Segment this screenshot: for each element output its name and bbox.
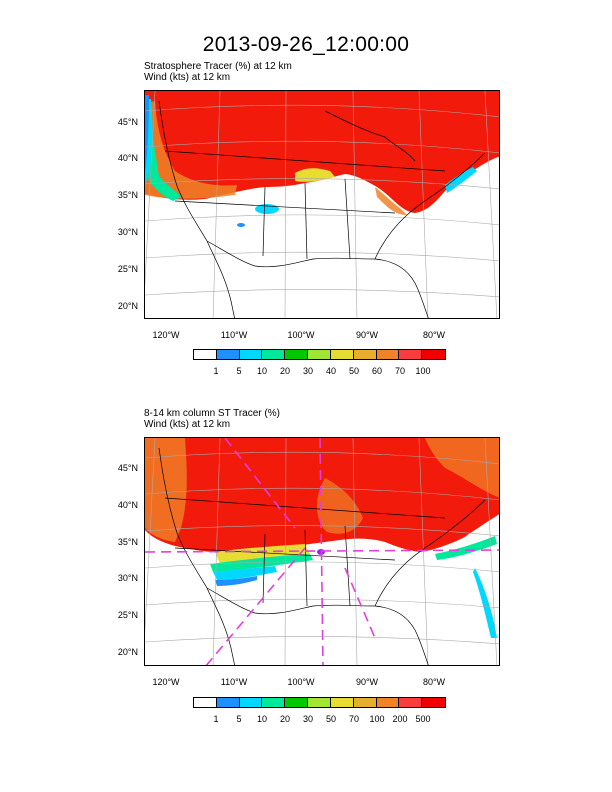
colorbar-label: 20 bbox=[279, 366, 290, 376]
colorbar-label: 70 bbox=[348, 714, 359, 724]
colorbar-label: 60 bbox=[371, 366, 382, 376]
tracer-patch-blue bbox=[237, 223, 245, 227]
colorbar-swatch bbox=[376, 698, 400, 707]
colorbar-label: 100 bbox=[369, 714, 385, 724]
colorbar-swatch bbox=[285, 698, 309, 707]
colorbar-swatch bbox=[376, 350, 400, 359]
colorbar-label: 200 bbox=[392, 714, 408, 724]
tracer-field-blue bbox=[145, 95, 149, 171]
panel-1-lon-90: 90°W bbox=[355, 330, 379, 340]
colorbar-label: 1 bbox=[213, 366, 219, 376]
colorbar-swatch bbox=[353, 698, 377, 707]
colorbar-label: 70 bbox=[394, 366, 405, 376]
colorbar-label: 40 bbox=[325, 366, 336, 376]
panel-1-lon-100: 100°W bbox=[287, 330, 315, 340]
panel-2-lon-80: 80°W bbox=[422, 677, 446, 687]
colorbar-label: 10 bbox=[256, 366, 267, 376]
tracer-field-blue-east bbox=[445, 167, 477, 193]
panel-1-lon-120: 120°W bbox=[152, 330, 180, 340]
colorbar-swatch bbox=[330, 698, 354, 707]
panel-2-lat-35: 35°N bbox=[117, 537, 138, 547]
colorbar-label: 100 bbox=[415, 366, 431, 376]
colorbar-swatch bbox=[330, 350, 354, 359]
colorbar-label: 500 bbox=[415, 714, 431, 724]
tracer-field-cyan bbox=[213, 566, 277, 580]
panel-2-title-line1: 8-14 km column ST Tracer (%) bbox=[144, 408, 280, 419]
panel-1-lat-25: 25°N bbox=[117, 264, 138, 274]
colorbar-swatch bbox=[262, 698, 286, 707]
tracer-field-red bbox=[145, 91, 499, 213]
colorbar-label: 50 bbox=[325, 714, 336, 724]
panel-2-lat-40: 40°N bbox=[117, 500, 138, 510]
panel-2-lat-25: 25°N bbox=[117, 610, 138, 620]
tracer-field-orange-center bbox=[316, 478, 363, 534]
panel-1-lat-40: 40°N bbox=[117, 153, 138, 163]
panel-2-lat-45: 45°N bbox=[117, 463, 138, 473]
panel-2-lat-30: 30°N bbox=[117, 573, 138, 583]
colorbar-label: 5 bbox=[236, 714, 242, 724]
colorbar-label: 50 bbox=[348, 366, 359, 376]
tracer-field-green bbox=[147, 103, 181, 201]
panel-2-lon-110: 110°W bbox=[220, 677, 248, 687]
panel-1-map-graphic bbox=[145, 91, 499, 318]
panel-1-lat-45: 45°N bbox=[117, 117, 138, 127]
panel-1-colorbar bbox=[193, 349, 446, 360]
colorbar-swatch bbox=[194, 350, 217, 359]
panel-1-lat-35: 35°N bbox=[117, 190, 138, 200]
tracer-field-yellow bbox=[215, 544, 310, 564]
colorbar-swatch bbox=[194, 698, 217, 707]
colorbar-swatch bbox=[308, 350, 331, 359]
cross-section-lines bbox=[145, 438, 499, 665]
colorbar-label: 20 bbox=[279, 714, 290, 724]
colorbar-swatch bbox=[216, 350, 240, 359]
panel-2-colorbar bbox=[193, 697, 446, 708]
panel-1-title-line1: Stratosphere Tracer (%) at 12 km bbox=[144, 61, 292, 72]
colorbar-swatch bbox=[216, 698, 240, 707]
colorbar-swatch bbox=[308, 698, 331, 707]
panel-2-map bbox=[144, 437, 500, 666]
tracer-field-green bbox=[210, 554, 313, 572]
tracer-field-blue-east bbox=[473, 568, 497, 638]
graticule bbox=[145, 438, 499, 665]
colorbar-swatch bbox=[262, 350, 286, 359]
panel-1-title-line2: Wind (kts) at 12 km bbox=[144, 72, 231, 83]
panel-2-map-graphic bbox=[145, 438, 499, 665]
tracer-field-orange-east bbox=[425, 438, 499, 498]
colorbar-swatch bbox=[399, 698, 423, 707]
colorbar-swatch bbox=[399, 350, 423, 359]
colorbar-swatch bbox=[422, 350, 445, 359]
tracer-field-orange-2 bbox=[375, 187, 407, 215]
colorbar-label: 1 bbox=[213, 714, 219, 724]
tracer-field-cyan-east bbox=[435, 536, 497, 560]
panel-2-title-line2: Wind (kts) at 12 km bbox=[144, 419, 231, 430]
panel-1-map bbox=[144, 90, 500, 319]
panel-1-lat-30: 30°N bbox=[117, 227, 138, 237]
panel-1-lat-20: 20°N bbox=[117, 301, 138, 311]
panel-2-lon-100: 100°W bbox=[287, 677, 315, 687]
graticule bbox=[145, 91, 499, 318]
panel-1-lon-110: 110°W bbox=[220, 330, 248, 340]
colorbar-swatch bbox=[239, 698, 263, 707]
colorbar-swatch bbox=[353, 350, 377, 359]
panel-2-lat-20: 20°N bbox=[117, 647, 138, 657]
colorbar-swatch bbox=[422, 698, 445, 707]
panel-2-lon-120: 120°W bbox=[152, 677, 180, 687]
main-title: 2013-09-26_12:00:00 bbox=[202, 33, 410, 56]
colorbar-swatch bbox=[239, 350, 263, 359]
colorbar-label: 30 bbox=[302, 366, 313, 376]
colorbar-label: 30 bbox=[302, 714, 313, 724]
tracer-field-orange bbox=[145, 101, 237, 199]
tracer-field-blue bbox=[215, 576, 257, 586]
coastlines bbox=[158, 100, 486, 318]
panel-1-lon-80: 80°W bbox=[422, 330, 446, 340]
colorbar-label: 5 bbox=[236, 366, 242, 376]
colorbar-label: 10 bbox=[256, 714, 267, 724]
panel-2-lon-90: 90°W bbox=[355, 677, 379, 687]
colorbar-swatch bbox=[285, 350, 309, 359]
